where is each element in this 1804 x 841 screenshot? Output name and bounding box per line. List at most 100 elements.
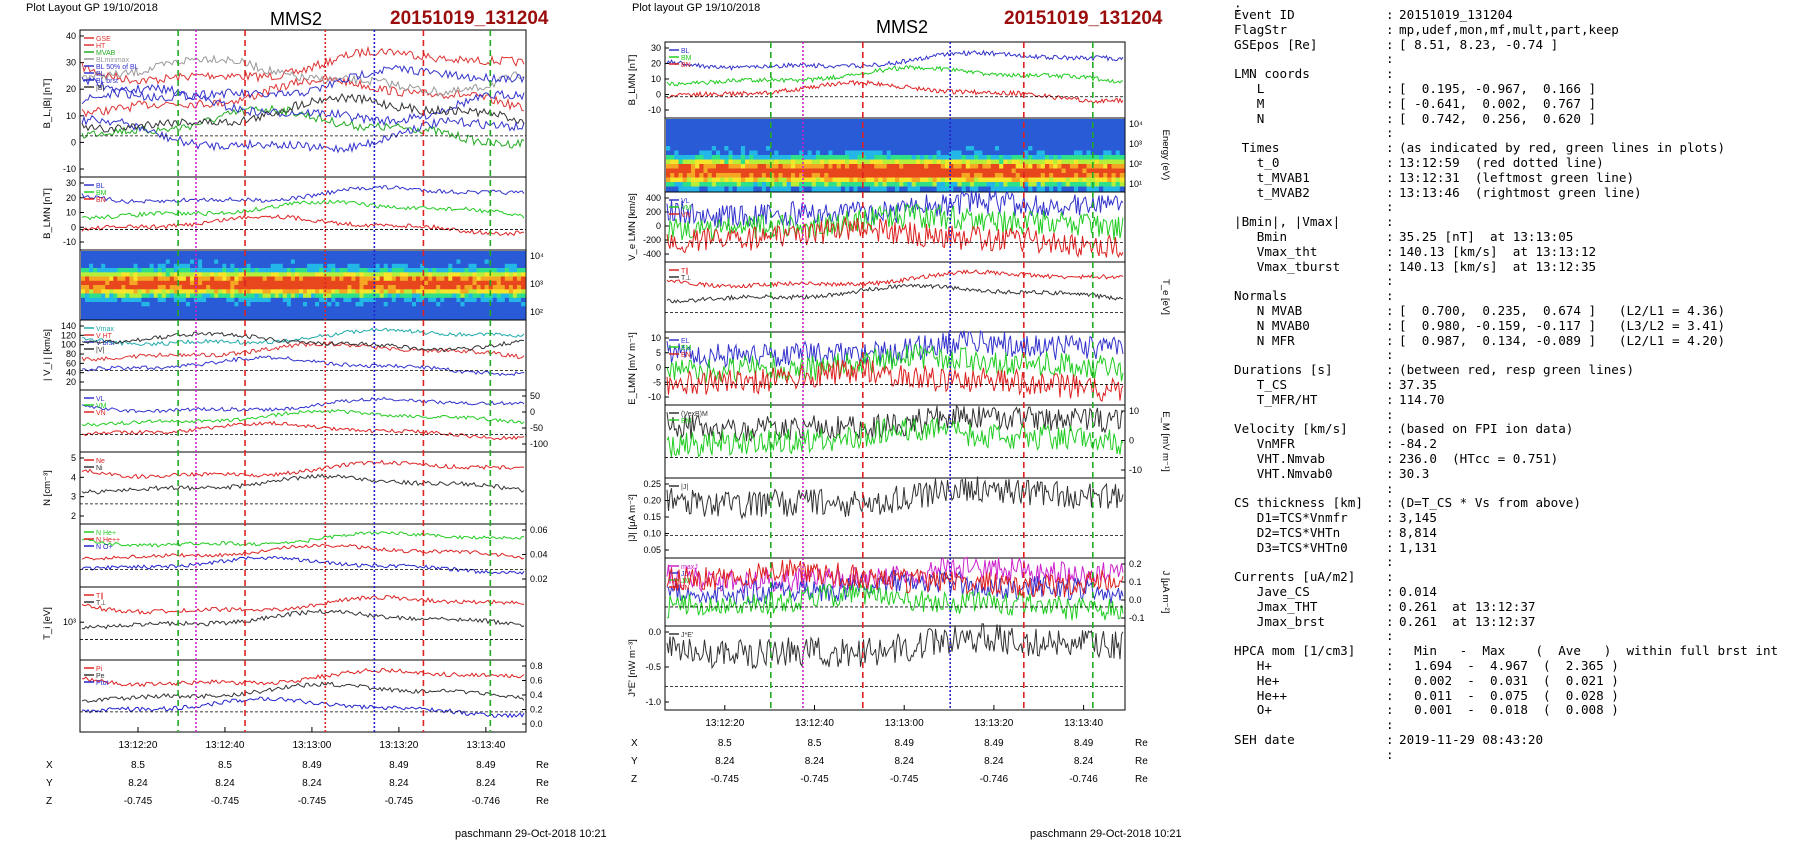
spectrogram-cell (412, 280, 417, 286)
spectrogram-cell (412, 268, 417, 273)
spectrogram-cell (403, 268, 409, 273)
left-y-tick-label: 50 (530, 391, 540, 401)
spectrogram-cell (1040, 141, 1046, 147)
spectrogram-cell (399, 272, 405, 278)
spectrogram-cell (516, 268, 522, 273)
spectrogram-cell (990, 177, 996, 183)
spectrogram-cell (1074, 186, 1079, 192)
mid-y-tick-label: 0.1 (1129, 577, 1142, 587)
spectrogram-cell (399, 285, 405, 290)
spectrogram-cell (391, 310, 397, 316)
spectrogram-cell (516, 289, 522, 295)
spectrogram-cell (125, 263, 130, 269)
spectrogram-cell (782, 137, 788, 143)
spectrogram-cell (999, 177, 1004, 183)
spectrogram-cell (145, 293, 151, 299)
spectrogram-cell (670, 119, 675, 125)
spectrogram-cell (97, 289, 102, 295)
spectrogram-cell (749, 168, 755, 174)
spectrogram-cell (740, 155, 746, 161)
spectrogram-cell (1119, 173, 1125, 179)
spectrogram-cell (799, 159, 804, 165)
spectrogram-cell (961, 146, 967, 152)
spectrogram-cell (666, 123, 671, 129)
table-colon: : (1386, 436, 1394, 452)
spectrogram-cell (177, 306, 183, 312)
spectrogram-cell (774, 164, 780, 170)
spectrogram-cell (861, 150, 867, 156)
spectrogram-cell (1086, 177, 1092, 183)
spectrogram-cell (335, 263, 340, 269)
spectrogram-cell (899, 155, 904, 161)
spectrogram-cell (786, 155, 792, 161)
spectrogram-cell (290, 263, 296, 269)
spectrogram-cell (865, 155, 871, 161)
spectrogram-cell (1003, 182, 1009, 188)
spectrogram-cell (363, 272, 369, 278)
spectrogram-cell (870, 173, 875, 179)
spectrogram-cell (1061, 146, 1067, 152)
spectrogram-cell (790, 119, 796, 125)
spectrogram-cell (774, 137, 780, 143)
spectrogram-cell (89, 310, 94, 316)
spectrogram-cell (299, 255, 304, 261)
spectrogram-cell (1049, 128, 1054, 134)
spectrogram-cell (355, 251, 361, 256)
spectrogram-cell (508, 293, 514, 299)
spectrogram-cell (757, 155, 763, 161)
spectrogram-cell (484, 276, 490, 282)
spectrogram-cell (278, 272, 284, 278)
spectrogram-cell (949, 159, 954, 165)
spectrogram-cell (799, 177, 804, 183)
spectrogram-cell (890, 137, 896, 143)
spectrogram-cell (133, 259, 139, 265)
spectrogram-cell (177, 259, 183, 265)
table-leading-colon: : (1234, 0, 1242, 15)
spectrogram-cell (448, 259, 453, 265)
spectrogram-cell (1007, 132, 1013, 138)
spectrogram-cell (101, 289, 106, 295)
spectrogram-cell (504, 251, 510, 256)
spectrogram-cell (456, 276, 461, 282)
table-value: 13:13:46 (rightmost green line) (1399, 184, 1642, 200)
spectrogram-cell (674, 128, 680, 134)
spectrogram-cell (865, 168, 871, 174)
spectrogram-cell (1115, 164, 1121, 170)
spectrogram-cell (753, 168, 759, 174)
spectrogram-cell (335, 314, 340, 320)
spectrogram-cell (811, 119, 817, 125)
spectrogram-cell (1082, 155, 1088, 161)
spectrogram-cell (924, 146, 929, 152)
spectrogram-cell (173, 272, 179, 278)
spectrogram-cell (736, 173, 742, 179)
spectrogram-cell (895, 182, 900, 188)
table-colon: : (1386, 51, 1394, 67)
table-row: D2=TCS*VHTn:8,814 (1234, 525, 1778, 541)
table-key: CS thickness [km] (1234, 495, 1363, 511)
spectrogram-cell (181, 289, 187, 295)
spectrogram-cell (1099, 150, 1104, 156)
spectrogram-cell (282, 280, 288, 286)
spectrogram-cell (1049, 182, 1054, 188)
spectrogram-cell (757, 182, 763, 188)
spectrogram-cell (736, 146, 742, 152)
spectrogram-cell (452, 302, 457, 307)
spectrogram-cell (165, 276, 171, 282)
spectrogram-cell (707, 150, 713, 156)
spectrogram-cell (803, 155, 809, 161)
spectrogram-cell (770, 182, 775, 188)
spectrogram-cell (695, 123, 700, 129)
spectrogram-cell (803, 128, 809, 134)
spectrogram-cell (940, 177, 946, 183)
spectrogram-cell (786, 146, 792, 152)
spectrogram-cell (1111, 182, 1117, 188)
spectrogram-cell (230, 297, 235, 303)
spectrogram-cell (907, 155, 913, 161)
spectrogram-cell (911, 132, 917, 138)
spectrogram-cell (347, 314, 352, 320)
spectrogram-cell (484, 255, 490, 261)
spectrogram-cell (1069, 150, 1075, 156)
spectrogram-cell (294, 285, 300, 290)
spectrogram-cell (774, 182, 780, 188)
spectrogram-cell (845, 141, 850, 147)
